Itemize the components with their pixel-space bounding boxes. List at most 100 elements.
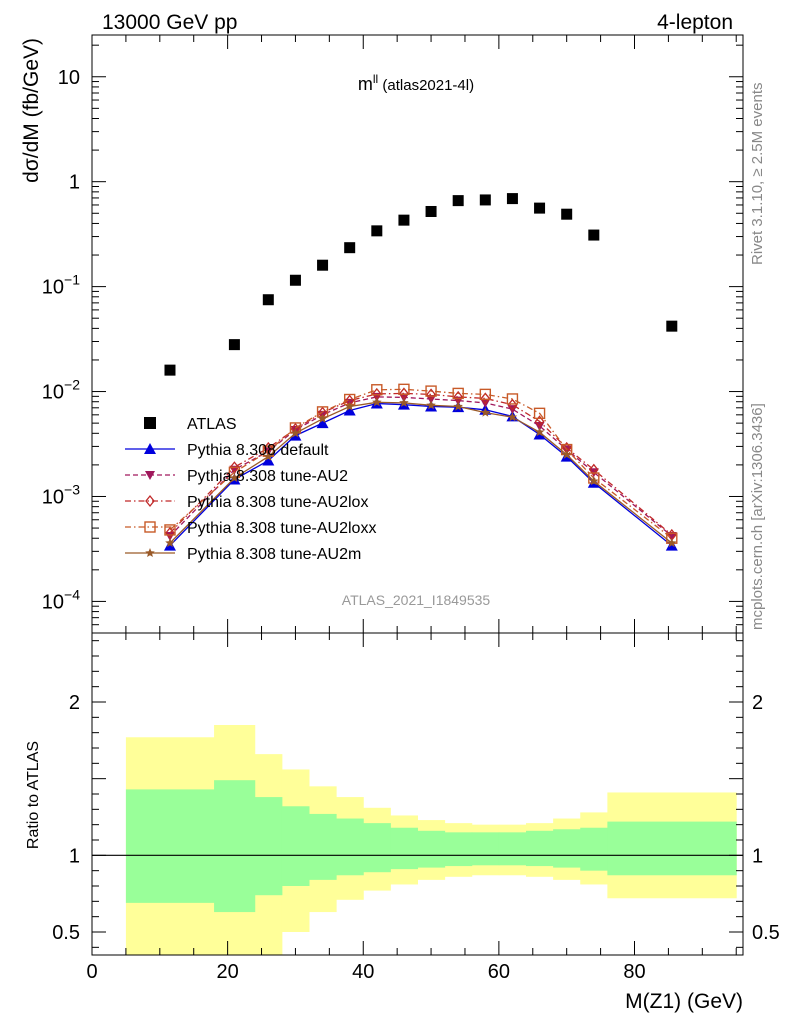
data-point [263, 451, 274, 461]
data-point [289, 274, 301, 286]
legend-marker [145, 471, 155, 480]
series-pythia-8-308-tune-au2 [164, 392, 677, 542]
y-tick-label: 0.5 [52, 922, 80, 944]
data-point [229, 473, 240, 482]
data-point [589, 476, 599, 486]
header-left-label: 13000 GeV pp [102, 11, 237, 34]
legend-item: Pythia 8.308 tune-AU2lox [125, 494, 368, 511]
band-bin [363, 823, 391, 873]
x-tick-label: 20 [217, 961, 239, 983]
data-point [344, 401, 355, 411]
y-tick-label: 10−1 [42, 272, 80, 299]
band-bin [281, 806, 310, 886]
y-tick-label: 10−3 [42, 481, 80, 508]
main-plot-panel: 10 1 10−1 10−2 10−3 10−4 dσ/dM (fb/GeV) mll (at… [20, 34, 744, 634]
band-bin [471, 832, 500, 866]
band-bin [417, 830, 446, 868]
band-bin [254, 797, 283, 896]
series-pythia-8-308-tune-au2m [165, 397, 677, 548]
legend-marker [144, 521, 156, 533]
band-bin [607, 821, 737, 876]
legend-marker [145, 494, 155, 508]
data-point [317, 413, 328, 423]
mcplots-label: mcplots.cern.ch [arXiv:1306.3436] [749, 403, 766, 630]
data-point [371, 225, 383, 237]
data-point [228, 339, 240, 351]
data-point [371, 384, 383, 396]
legend-marker [144, 417, 156, 429]
data-point [262, 294, 274, 306]
ratio-y-axis-label: Ratio to ATLAS [25, 741, 42, 849]
data-point [534, 202, 546, 214]
data-point [479, 194, 491, 206]
data-point [534, 427, 545, 437]
data-point [372, 397, 382, 407]
data-point [588, 463, 599, 476]
data-point [666, 320, 678, 332]
band-bin [553, 829, 581, 868]
data-point [425, 385, 437, 397]
data-point [452, 387, 464, 400]
data-point [165, 538, 175, 548]
series-line [169, 402, 673, 547]
legend-marker [145, 548, 155, 557]
legend-label: Pythia 8.308 tune-AU2lox [187, 494, 368, 511]
y-tick-label: 10−2 [42, 377, 80, 404]
data-point [666, 532, 677, 542]
data-point [507, 412, 518, 422]
y-tick-label: 2 [69, 692, 80, 714]
band-bin [309, 813, 337, 880]
data-point [534, 415, 545, 428]
data-point [667, 538, 677, 548]
y-tick-label: 1 [69, 845, 80, 867]
band-bin [444, 832, 473, 867]
legend-label: Pythia 8.308 tune-AU2 [187, 468, 348, 485]
ratio-plot-panel: 0 20 40 60 80 0.5 0.5 1 1 2 2 Ratio to ATLAS M(Z1) (… [25, 632, 780, 1013]
band-bin [580, 827, 608, 871]
data-point [426, 388, 436, 401]
data-point [479, 388, 492, 401]
data-point [165, 526, 175, 539]
data-point [480, 407, 491, 417]
legend-item: Pythia 8.308 default [125, 442, 329, 459]
watermark-label: ATLAS_2021_I1849535 [342, 592, 491, 608]
legend-item: Pythia 8.308 tune-AU2 [125, 468, 348, 485]
x-tick-label: 80 [623, 961, 645, 983]
data-point [399, 397, 409, 407]
data-point [316, 417, 329, 429]
y-tick-label-right: 1 [752, 845, 763, 867]
band-bin [498, 832, 527, 866]
band-bin [214, 780, 256, 913]
data-point [506, 393, 519, 405]
legend-label: Pythia 8.308 tune-AU2loxx [187, 520, 376, 537]
data-point [507, 398, 518, 411]
data-point [425, 205, 437, 217]
series-line [169, 388, 673, 539]
band-bin [336, 818, 364, 876]
series-pythia-8-308-tune-au2lox [165, 387, 677, 541]
y-tick-label-right: 0.5 [752, 922, 780, 944]
legend-item: Pythia 8.308 tune-AU2loxx [125, 520, 376, 537]
uncertainty-band-inner [125, 780, 737, 913]
y-tick-label: 1 [69, 172, 80, 194]
data-point [452, 195, 464, 207]
data-point [426, 400, 436, 410]
x-tick-label: 40 [352, 961, 374, 983]
legend-marker [144, 443, 156, 454]
band-bin [125, 789, 215, 903]
data-point [561, 449, 572, 459]
data-point [343, 404, 356, 416]
data-point [164, 524, 176, 536]
legend-item: Pythia 8.308 tune-AU2m [125, 546, 361, 563]
series-line [169, 401, 673, 544]
x-tick-label: 60 [488, 961, 510, 983]
legend-item: ATLAS [144, 416, 237, 433]
legend-label: Pythia 8.308 tune-AU2m [187, 546, 361, 563]
data-point [344, 242, 356, 254]
data-point [398, 214, 410, 226]
y-tick-label-right: 2 [752, 692, 763, 714]
data-point [480, 392, 491, 405]
legend-label: ATLAS [187, 416, 237, 433]
y-tick-label: 10 [58, 67, 80, 89]
